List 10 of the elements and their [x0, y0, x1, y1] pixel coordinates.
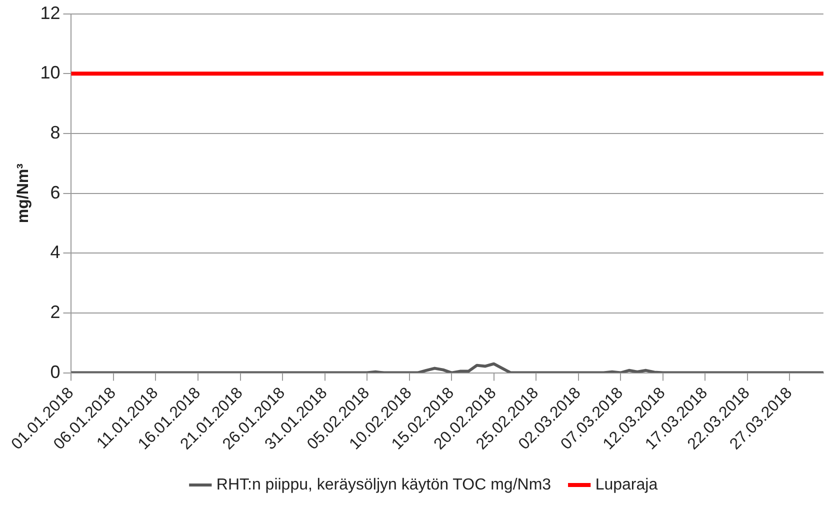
- y-tick-label: 12: [40, 2, 60, 23]
- y-tick-label: 6: [50, 182, 60, 202]
- y-tick-label: 4: [50, 242, 60, 262]
- y-tick-label: 10: [40, 62, 60, 83]
- y-axis-title: mg/Nm³: [15, 164, 32, 224]
- legend-label: RHT:n piippu, keräysöljyn käytön TOC mg/Nm3: [216, 476, 552, 494]
- y-tick-label: 0: [50, 362, 60, 382]
- y-tick-label: 8: [50, 122, 60, 142]
- y-tick-label: 2: [50, 302, 60, 322]
- legend-label: Luparaja: [595, 476, 658, 494]
